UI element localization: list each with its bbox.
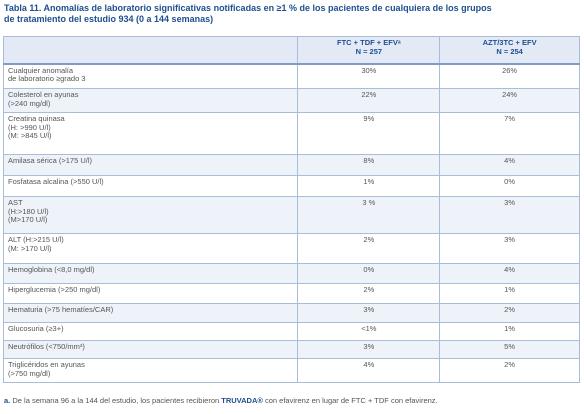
footnote-mark: a. [4, 396, 11, 405]
header-line: N = 254 [496, 46, 523, 56]
title-line: Tabla 11. Anomalías de laboratorio signi… [4, 3, 492, 13]
row-label-line: (>750 mg/dl) [8, 368, 51, 378]
row-label: Neutrófilos (<750/mm³) [2, 340, 299, 359]
footnote-brand: TRUVADA® [221, 396, 263, 405]
row-label: Creatina quinasa (H: >990 U/l) (M: >845 U/… [2, 112, 299, 155]
value-cell: 4% [439, 154, 580, 176]
value-cell: 3% [439, 233, 580, 264]
table-row: Hiperglucemia (>250 mg/dl) 2% 1% [2, 283, 580, 304]
table-row: Hemoglobina (<8,0 mg/dl) 0% 4% [2, 263, 580, 284]
table-row: ALT (H:>215 U/l) (M: >170 U/l) 2% 3% [2, 233, 580, 264]
value-cell: 4% [439, 263, 580, 284]
title-line: de tratamiento del estudio 934 (0 a 144 … [4, 14, 214, 24]
value-cell: 2% [439, 303, 580, 323]
row-label-line: Glucosuria (≥3+) [8, 324, 64, 333]
value-cell: 22% [297, 88, 441, 113]
row-label-line: (M: >170 U/l) [8, 243, 52, 253]
value-cell: 2% [297, 283, 441, 304]
header-cell: FTC + TDF + EFVᵃ N = 257 [297, 36, 441, 65]
value-cell: 24% [439, 88, 580, 113]
row-label-line: ALT (H:>215 U/l) [8, 235, 64, 244]
table-row: Hematuria (>75 hematíes/CAR) 3% 2% [2, 303, 580, 323]
row-label: Colesterol en ayunas (>240 mg/dl) [2, 88, 299, 113]
footnote-text: De la semana 96 a la 144 del estudio, lo… [12, 396, 220, 405]
row-label-line: (>240 mg/dl) [8, 98, 51, 108]
row-label-line: (H:>180 U/l) [8, 206, 49, 216]
value-cell: 3 % [297, 196, 441, 234]
footnote: a. De la semana 96 a la 144 del estudio,… [4, 396, 438, 405]
row-label-line: Hematuria (>75 hematíes/CAR) [8, 305, 114, 314]
header-line: N = 257 [355, 46, 383, 56]
table-row: Colesterol en ayunas (>240 mg/dl) 22% 24% [2, 88, 580, 113]
row-label-line: Hiperglucemia (>250 mg/dl) [8, 285, 101, 294]
value-cell: 1% [439, 322, 580, 341]
table-row: Fosfatasa alcalina (>550 U/l) 1% 0% [2, 175, 580, 197]
value-cell: 0% [297, 263, 441, 284]
table-row: Amilasa sérica (>175 U/l) 8% 4% [2, 154, 580, 176]
row-label: Triglicéridos en ayunas (>750 mg/dl) [2, 358, 299, 383]
value-cell: 9% [297, 112, 441, 155]
row-label-line: Amilasa sérica (>175 U/l) [8, 156, 92, 165]
data-table: FTC + TDF + EFVᵃ N = 257 AZT/3TC + EFV N = … [2, 36, 580, 383]
row-label: ALT (H:>215 U/l) (M: >170 U/l) [2, 233, 299, 264]
row-label: Cualquier anomalía de laboratorio ≥grado … [2, 63, 299, 89]
row-label-line: (H: >990 U/l) [8, 122, 51, 132]
row-label: Glucosuria (≥3+) [2, 322, 299, 341]
table-row: Cualquier anomalía de laboratorio ≥grado … [2, 63, 580, 89]
value-cell: 3% [297, 340, 441, 359]
row-label-line: (M>170 U/l) [8, 215, 48, 224]
table-title: Tabla 11. Anomalías de laboratorio signi… [4, 3, 580, 25]
header-row: FTC + TDF + EFVᵃ N = 257 AZT/3TC + EFV N = … [2, 36, 580, 65]
value-cell: <1% [297, 322, 441, 341]
row-label: Hemoglobina (<8,0 mg/dl) [2, 263, 299, 284]
row-label: Fosfatasa alcalina (>550 U/l) [2, 175, 299, 197]
header-line: AZT/3TC + EFV [482, 38, 537, 47]
row-label-line: Creatina quinasa [8, 114, 65, 123]
footnote-text: con efavirenz en lugar de FTC + TDF con … [264, 396, 438, 405]
value-cell: 3% [297, 303, 441, 323]
row-label-line: Triglicéridos en ayunas [8, 360, 85, 369]
value-cell: 3% [439, 196, 580, 234]
header-cell: AZT/3TC + EFV N = 254 [439, 36, 580, 65]
row-label: Hiperglucemia (>250 mg/dl) [2, 283, 299, 304]
row-label-line: Neutrófilos (<750/mm³) [8, 342, 85, 351]
row-label-line: Hemoglobina (<8,0 mg/dl) [8, 265, 95, 274]
value-cell: 26% [439, 63, 580, 89]
value-cell: 5% [439, 340, 580, 359]
row-label-line: Cualquier anomalía [8, 65, 74, 75]
table-row: AST (H:>180 U/l) (M>170 U/l) 3 % 3% [2, 196, 580, 234]
row-label-line: de laboratorio ≥grado 3 [8, 74, 86, 83]
table-row: Creatina quinasa (H: >990 U/l) (M: >845 U/… [2, 112, 580, 155]
table-row: Triglicéridos en ayunas (>750 mg/dl) 4% 2% [2, 358, 580, 383]
row-label: AST (H:>180 U/l) (M>170 U/l) [2, 196, 299, 234]
value-cell: 7% [439, 112, 580, 155]
header-cell [2, 36, 299, 65]
value-cell: 4% [297, 358, 441, 383]
table-row: Glucosuria (≥3+) <1% 1% [2, 322, 580, 341]
row-label-line: AST [8, 198, 23, 207]
row-label-line: (M: >845 U/l) [8, 131, 52, 140]
header-line: FTC + TDF + EFVᵃ [337, 38, 401, 47]
row-label-line: Fosfatasa alcalina (>550 U/l) [8, 177, 104, 186]
table-row: Neutrófilos (<750/mm³) 3% 5% [2, 340, 580, 359]
value-cell: 8% [297, 154, 441, 176]
value-cell: 1% [439, 283, 580, 304]
value-cell: 1% [297, 175, 441, 197]
row-label-line: Colesterol en ayunas [8, 90, 79, 99]
row-label: Hematuria (>75 hematíes/CAR) [2, 303, 299, 323]
value-cell: 0% [439, 175, 580, 197]
value-cell: 2% [439, 358, 580, 383]
row-label: Amilasa sérica (>175 U/l) [2, 154, 299, 176]
value-cell: 2% [297, 233, 441, 264]
value-cell: 30% [297, 63, 441, 89]
